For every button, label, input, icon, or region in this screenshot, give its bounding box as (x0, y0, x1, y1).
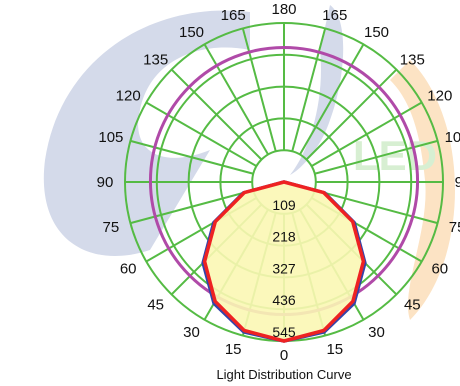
series-curve-1 (202, 180, 366, 343)
grid-spoke-255 (130, 139, 254, 175)
grid-spoke-105 (314, 139, 438, 175)
angle-label-11: 90 (97, 174, 114, 191)
angle-label-18: 45 (404, 296, 421, 313)
angle-label-20: 30 (368, 324, 385, 341)
grid-spoke-75 (314, 189, 438, 225)
angle-label-16: 60 (431, 261, 448, 278)
angle-label-10: 105 (445, 129, 460, 146)
angle-label-3: 150 (179, 24, 204, 41)
grid-spoke-240 (145, 101, 257, 167)
angle-label-21: 15 (225, 341, 242, 358)
radial-label-436: 436 (272, 292, 296, 308)
watermark: LED (43, 5, 455, 320)
angle-label-4: 150 (364, 24, 389, 41)
angle-label-15: 60 (120, 261, 137, 278)
label-layer: 1801651651501501351351201201051059090757… (97, 1, 460, 364)
chart-title: Light Distribution Curve (216, 367, 351, 382)
angle-label-2: 165 (322, 7, 347, 24)
radial-label-218: 218 (272, 229, 296, 245)
grid-spoke-285 (130, 189, 254, 225)
radial-label-109: 109 (272, 197, 296, 213)
angle-label-0: 180 (271, 1, 296, 18)
angle-label-14: 75 (449, 219, 460, 236)
radial-label-327: 327 (272, 260, 296, 276)
watermark-shape-blue-2 (290, 5, 344, 175)
angle-label-19: 30 (183, 324, 200, 341)
angle-label-7: 120 (116, 88, 141, 105)
angle-label-5: 135 (143, 52, 168, 69)
radial-label-545: 545 (272, 324, 296, 340)
grid-spoke-165 (291, 28, 327, 152)
grid-spoke-135 (305, 68, 398, 161)
angle-label-13: 75 (103, 219, 120, 236)
angle-label-1: 165 (221, 7, 246, 24)
angle-label-12: 90 (455, 174, 460, 191)
series-layer (201, 180, 367, 343)
grid-spoke-210 (203, 43, 269, 155)
angle-label-8: 120 (427, 88, 452, 105)
angle-label-17: 45 (147, 296, 164, 313)
angle-label-23: 0 (280, 347, 288, 364)
watermark-text: LED (353, 132, 437, 179)
grid-spoke-120 (311, 101, 423, 167)
grid-spoke-225 (170, 68, 263, 161)
angle-label-6: 135 (400, 52, 425, 69)
grid-spoke-150 (299, 43, 365, 155)
angle-label-22: 15 (326, 341, 343, 358)
watermark-shape-blue (43, 10, 250, 257)
angle-label-9: 105 (98, 129, 123, 146)
watermark-shape-orange (390, 60, 455, 320)
grid-spoke-195 (241, 28, 277, 152)
